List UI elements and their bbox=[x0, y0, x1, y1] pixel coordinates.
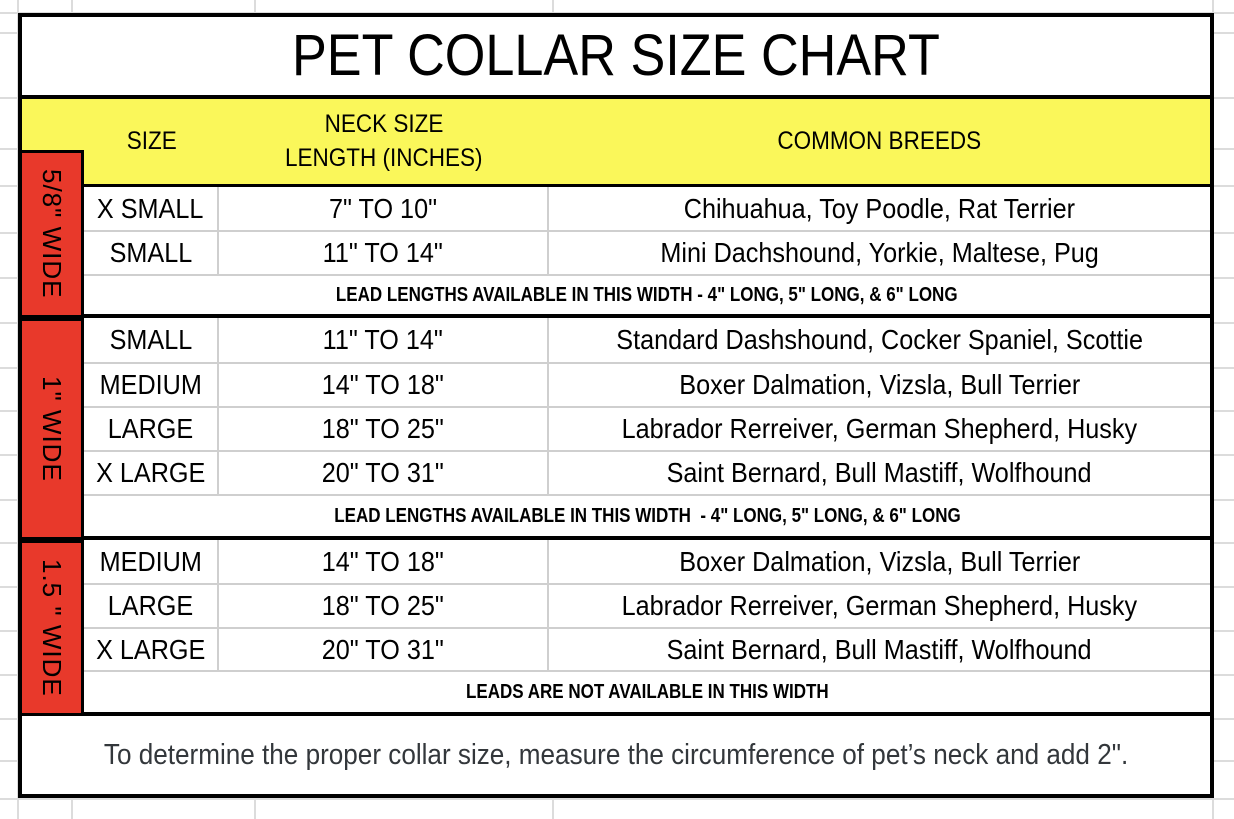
neck-size-cell: 20" TO 31" bbox=[219, 452, 549, 496]
breeds-cell: Boxer Dalmation, Vizsla, Bull Terrier bbox=[549, 364, 1210, 408]
size-cell: MEDIUM bbox=[84, 364, 219, 408]
breeds-cell: Mini Dachshound, Yorkie, Maltese, Pug bbox=[549, 232, 1210, 276]
size-value: X LARGE bbox=[95, 633, 206, 665]
size-value: X LARGE bbox=[95, 457, 206, 488]
size-value: MEDIUM bbox=[99, 369, 202, 400]
size-value: MEDIUM bbox=[99, 545, 202, 577]
size-cell: X LARGE bbox=[84, 629, 219, 672]
column-header-neck-line2: LENGTH (INCHES) bbox=[285, 144, 483, 172]
neck-size-value: 18" TO 25" bbox=[321, 413, 445, 444]
width-band-label: 1.5 " WIDE bbox=[37, 559, 67, 697]
neck-size-value: 20" TO 31" bbox=[321, 633, 445, 665]
size-cell: SMALL bbox=[84, 318, 219, 364]
lead-lengths-note-1: LEAD LENGTHS AVAILABLE IN THIS WIDTH - 4… bbox=[84, 496, 1210, 540]
breeds-value: Labrador Rerreiver, German Shepherd, Hus… bbox=[621, 590, 1138, 621]
size-value: LARGE bbox=[107, 590, 194, 621]
breeds-value: Boxer Dalmation, Vizsla, Bull Terrier bbox=[678, 369, 1081, 400]
neck-size-value: 14" TO 18" bbox=[321, 545, 445, 577]
column-header-common-breeds: COMMON BREEDS bbox=[549, 99, 1210, 187]
breeds-value: Mini Dachshound, Yorkie, Maltese, Pug bbox=[660, 237, 1099, 268]
size-value: SMALL bbox=[109, 324, 192, 355]
width-band-label: 1" WIDE bbox=[37, 376, 67, 482]
spreadsheet-gridline bbox=[0, 798, 1234, 800]
neck-size-cell: 18" TO 25" bbox=[219, 408, 549, 452]
neck-size-value: 7" TO 10" bbox=[328, 192, 438, 224]
breeds-value: Saint Bernard, Bull Mastiff, Wolfhound bbox=[667, 457, 1092, 488]
width-band-5-8-wide: 5/8" WIDE bbox=[22, 150, 84, 318]
column-header-size-label: SIZE bbox=[126, 127, 177, 155]
size-value: LARGE bbox=[107, 413, 194, 444]
lead-lengths-note-5-8: LEAD LENGTHS AVAILABLE IN THIS WIDTH - 4… bbox=[84, 276, 1210, 318]
width-band-1-5-wide: 1.5 " WIDE bbox=[22, 540, 84, 716]
neck-size-value: 11" TO 14" bbox=[322, 237, 444, 268]
measurement-instruction-note: To determine the proper collar size, mea… bbox=[22, 716, 1210, 794]
breeds-cell: Labrador Rerreiver, German Shepherd, Hus… bbox=[549, 585, 1210, 629]
breeds-cell: Labrador Rerreiver, German Shepherd, Hus… bbox=[549, 408, 1210, 452]
neck-size-cell: 11" TO 14" bbox=[219, 232, 549, 276]
neck-size-cell: 11" TO 14" bbox=[219, 318, 549, 364]
breeds-cell: Chihuahua, Toy Poodle, Rat Terrier bbox=[549, 187, 1210, 232]
leads-not-available-text: LEADS ARE NOT AVAILABLE IN THIS WIDTH bbox=[465, 681, 829, 703]
chart-title-text: PET COLLAR SIZE CHART bbox=[292, 23, 940, 88]
size-value: X SMALL bbox=[97, 192, 204, 224]
neck-size-value: 18" TO 25" bbox=[321, 590, 445, 621]
column-header-neck-line1: NECK SIZE bbox=[324, 110, 444, 138]
breeds-cell: Saint Bernard, Bull Mastiff, Wolfhound bbox=[549, 629, 1210, 672]
lead-lengths-note-text: LEAD LENGTHS AVAILABLE IN THIS WIDTH - 4… bbox=[333, 505, 961, 527]
width-band-1-wide: 1" WIDE bbox=[22, 318, 84, 540]
neck-size-cell: 14" TO 18" bbox=[219, 540, 549, 585]
column-header-neck-size: NECK SIZE LENGTH (INCHES) bbox=[219, 99, 549, 187]
width-band-label: 5/8" WIDE bbox=[37, 169, 67, 299]
neck-size-cell: 7" TO 10" bbox=[219, 187, 549, 232]
column-header-size: SIZE bbox=[84, 99, 219, 187]
size-cell: LARGE bbox=[84, 408, 219, 452]
breeds-value: Boxer Dalmation, Vizsla, Bull Terrier bbox=[678, 545, 1081, 577]
size-cell: LARGE bbox=[84, 585, 219, 629]
neck-size-cell: 18" TO 25" bbox=[219, 585, 549, 629]
size-cell: X LARGE bbox=[84, 452, 219, 496]
size-cell: SMALL bbox=[84, 232, 219, 276]
chart-title: PET COLLAR SIZE CHART bbox=[22, 17, 1210, 99]
breeds-cell: Saint Bernard, Bull Mastiff, Wolfhound bbox=[549, 452, 1210, 496]
size-value: SMALL bbox=[109, 237, 192, 268]
neck-size-cell: 14" TO 18" bbox=[219, 364, 549, 408]
breeds-cell: Standard Dashshound, Cocker Spaniel, Sco… bbox=[549, 318, 1210, 364]
breeds-value: Labrador Rerreiver, German Shepherd, Hus… bbox=[621, 413, 1138, 444]
breeds-cell: Boxer Dalmation, Vizsla, Bull Terrier bbox=[549, 540, 1210, 585]
neck-size-value: 14" TO 18" bbox=[321, 369, 445, 400]
header-corner-fill bbox=[22, 99, 84, 150]
size-cell: X SMALL bbox=[84, 187, 219, 232]
lead-lengths-note-text: LEAD LENGTHS AVAILABLE IN THIS WIDTH - 4… bbox=[336, 284, 958, 306]
size-cell: MEDIUM bbox=[84, 540, 219, 585]
size-chart-table: PET COLLAR SIZE CHART SIZE NECK SIZE LEN… bbox=[18, 13, 1214, 798]
leads-not-available-note: LEADS ARE NOT AVAILABLE IN THIS WIDTH bbox=[84, 672, 1210, 716]
breeds-value: Standard Dashshound, Cocker Spaniel, Sco… bbox=[616, 324, 1143, 355]
measurement-instruction-text: To determine the proper collar size, mea… bbox=[103, 738, 1129, 771]
column-header-breeds-label: COMMON BREEDS bbox=[777, 127, 982, 155]
breeds-value: Chihuahua, Toy Poodle, Rat Terrier bbox=[683, 192, 1076, 224]
neck-size-cell: 20" TO 31" bbox=[219, 629, 549, 672]
neck-size-value: 11" TO 14" bbox=[322, 324, 444, 355]
breeds-value: Saint Bernard, Bull Mastiff, Wolfhound bbox=[667, 633, 1092, 665]
neck-size-value: 20" TO 31" bbox=[321, 457, 445, 488]
